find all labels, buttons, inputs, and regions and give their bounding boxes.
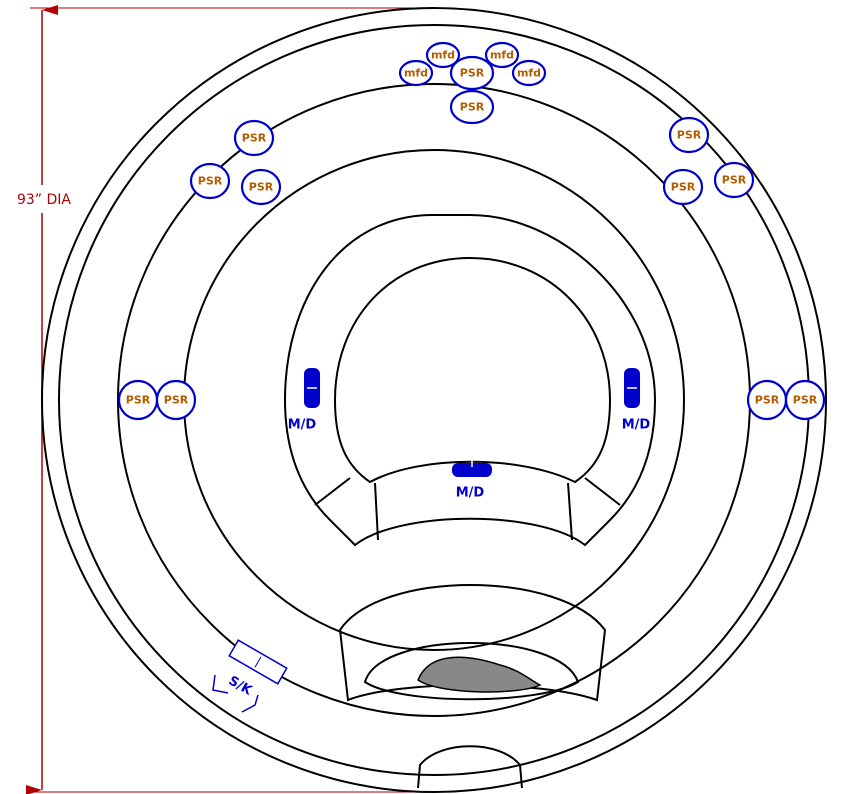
jet-label: PSR	[126, 394, 151, 407]
skimmer-label: S/K	[226, 673, 255, 699]
jet-label: PSR	[755, 394, 780, 407]
hot-tub-diagram: 93” DIA mfdmfdmfdmfdPSRPSRPSRPSRPSRPSRPS…	[0, 0, 866, 794]
jet-label: PSR	[249, 181, 274, 194]
jet-label: PSR	[677, 129, 702, 142]
jet-label: PSR	[671, 181, 696, 194]
jet-label: mfd	[490, 49, 514, 62]
controls: M/D M/D M/D	[288, 368, 651, 501]
jet-label: mfd	[404, 67, 428, 80]
jet-label: PSR	[460, 101, 485, 114]
logo	[418, 657, 540, 692]
jet-label: PSR	[198, 175, 223, 188]
dimension-label: 93” DIA	[17, 192, 71, 208]
jet-label: mfd	[431, 49, 455, 62]
jet-label: PSR	[793, 394, 818, 407]
jet-label: PSR	[242, 132, 267, 145]
jet-label: PSR	[722, 174, 747, 187]
jet-label: PSR	[460, 67, 485, 80]
skimmer: S/K	[213, 640, 287, 712]
footwell	[335, 258, 610, 482]
control-label: M/D	[622, 418, 651, 433]
jet-label: mfd	[517, 67, 541, 80]
control-label: M/D	[456, 486, 485, 501]
control-label: M/D	[288, 418, 317, 433]
dimension: 93” DIA	[14, 8, 440, 792]
jet-label: PSR	[164, 394, 189, 407]
